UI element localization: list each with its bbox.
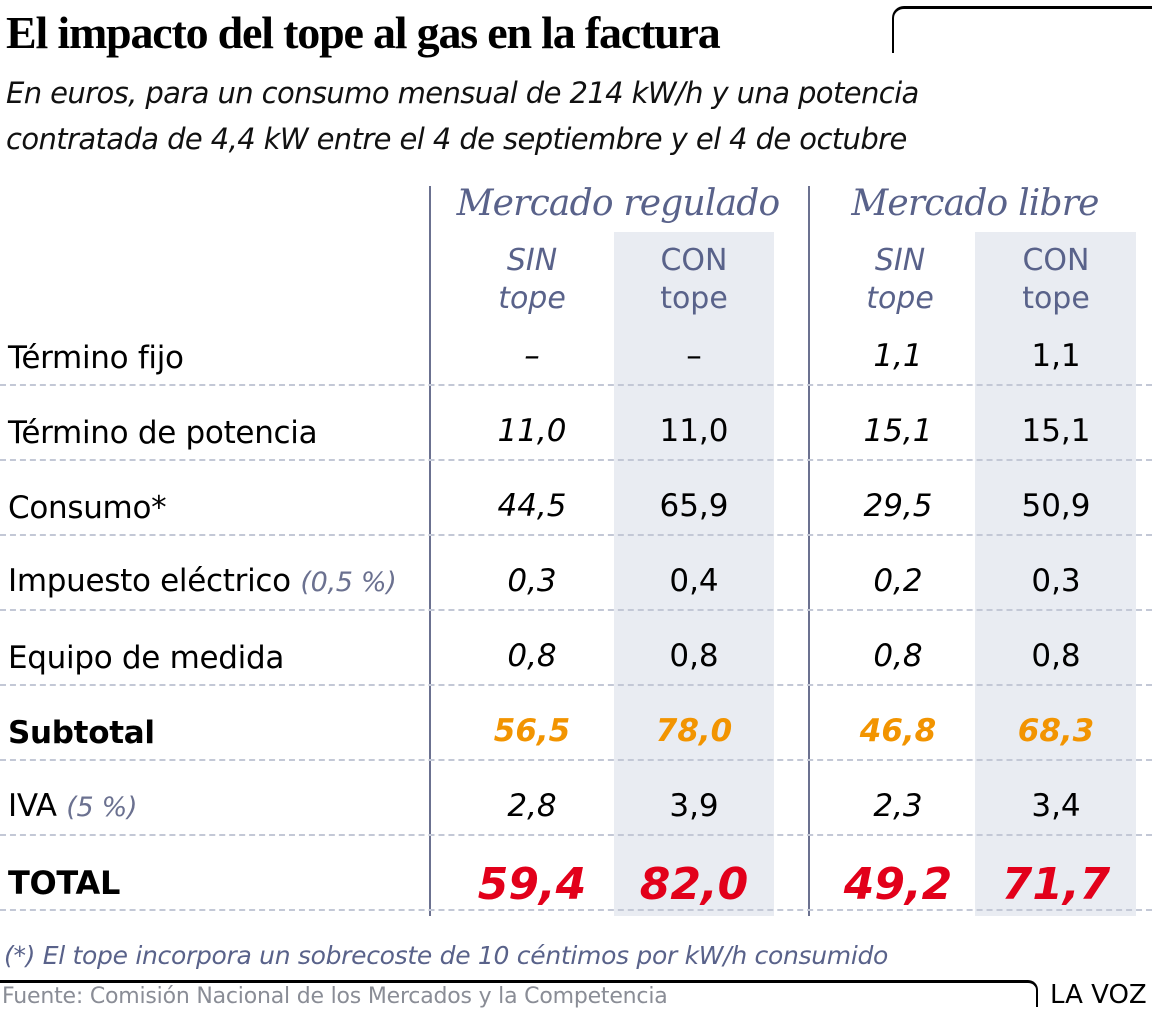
column-header-line: CON bbox=[660, 243, 728, 278]
column-header-line: CON bbox=[1022, 243, 1090, 278]
column-header-regulado-sin: SIN tope bbox=[462, 242, 602, 318]
group-separator-libre bbox=[808, 186, 810, 916]
row-divider bbox=[0, 834, 1152, 836]
column-header-regulado-con: CON tope bbox=[624, 242, 764, 318]
table-row: Consumo* 44,5 65,9 29,5 50,9 bbox=[0, 461, 1152, 536]
row-label-text: TOTAL bbox=[8, 864, 121, 902]
table-cell: 15,1 bbox=[1021, 413, 1091, 449]
row-label: IVA (5 %) bbox=[8, 782, 138, 832]
table-row: IVA (5 %) 2,8 3,9 2,3 3,4 bbox=[0, 761, 1152, 836]
table-cell: – bbox=[524, 338, 540, 374]
row-label: TOTAL bbox=[8, 859, 120, 907]
row-divider bbox=[0, 459, 1152, 461]
table-cell: 59,4 bbox=[477, 859, 587, 910]
row-divider bbox=[0, 384, 1152, 386]
table-cell: 29,5 bbox=[863, 488, 933, 524]
column-header-libre-con: CON tope bbox=[986, 242, 1126, 318]
footnote: (*) El tope incorpora un sobrecoste de 1… bbox=[4, 941, 889, 970]
row-label-text: IVA bbox=[8, 788, 57, 824]
table-cell: 44,5 bbox=[497, 488, 567, 524]
table-cell: 1,1 bbox=[873, 338, 923, 374]
row-divider bbox=[0, 609, 1152, 611]
column-header-line: tope bbox=[866, 281, 934, 316]
row-label-text: Subtotal bbox=[8, 715, 155, 751]
column-header-line: SIN bbox=[506, 243, 558, 278]
table-cell: – bbox=[686, 338, 702, 374]
table-cell: 71,7 bbox=[1001, 859, 1111, 910]
table-cell: 49,2 bbox=[843, 859, 953, 910]
source-frame-decoration bbox=[0, 980, 1038, 1007]
row-label-text: Consumo* bbox=[8, 490, 167, 526]
table-row: TOTAL 59,4 82,0 49,2 71,7 bbox=[0, 836, 1152, 911]
brand-logo: LA VOZ bbox=[1050, 980, 1147, 1010]
table-cell: 2,8 bbox=[507, 788, 557, 824]
table-cell: 11,0 bbox=[659, 413, 729, 449]
chart-title: El impacto del tope al gas en la factura bbox=[6, 7, 721, 58]
group-separator-regulado bbox=[429, 186, 431, 916]
table-cell: 0,8 bbox=[669, 638, 719, 674]
shaded-column-libre-con bbox=[975, 232, 1136, 916]
row-label-text: Término fijo bbox=[8, 340, 184, 376]
row-label-note: (5 %) bbox=[66, 792, 138, 823]
row-label: Término de potencia bbox=[8, 409, 318, 457]
shaded-column-regulado-con bbox=[614, 232, 774, 916]
table-cell: 2,3 bbox=[873, 788, 923, 824]
table-cell: 0,3 bbox=[507, 563, 557, 599]
row-label-note: (0,5 %) bbox=[300, 567, 397, 598]
row-divider bbox=[0, 759, 1152, 761]
column-header-line: SIN bbox=[874, 243, 926, 278]
table-row: Impuesto eléctrico (0,5 %) 0,3 0,4 0,2 0,3 bbox=[0, 536, 1152, 611]
table-cell: 0,8 bbox=[507, 638, 557, 674]
table-cell: 65,9 bbox=[659, 488, 729, 524]
table-cell: 3,9 bbox=[669, 788, 719, 824]
table-cell: 0,3 bbox=[1031, 563, 1081, 599]
table-cell: 1,1 bbox=[1031, 338, 1081, 374]
column-header-line: tope bbox=[660, 281, 728, 316]
table-row: Término de potencia 11,0 11,0 15,1 15,1 bbox=[0, 386, 1152, 461]
table-cell: 3,4 bbox=[1031, 788, 1081, 824]
table-cell: 0,4 bbox=[669, 563, 719, 599]
row-label: Término fijo bbox=[8, 334, 184, 382]
table-cell: 15,1 bbox=[863, 413, 933, 449]
title-frame-decoration bbox=[892, 6, 1152, 53]
column-header-line: tope bbox=[498, 281, 566, 316]
row-label: Consumo* bbox=[8, 484, 167, 532]
table-row: Equipo de medida 0,8 0,8 0,8 0,8 bbox=[0, 611, 1152, 686]
table-cell: 0,8 bbox=[1031, 638, 1081, 674]
row-divider bbox=[0, 534, 1152, 536]
table-cell: 68,3 bbox=[1017, 713, 1095, 749]
row-label-text: Impuesto eléctrico bbox=[8, 563, 291, 599]
group-header-libre: Mercado libre bbox=[851, 183, 1099, 224]
table-cell: 56,5 bbox=[493, 713, 571, 749]
table-cell: 11,0 bbox=[497, 413, 567, 449]
group-header-regulado: Mercado regulado bbox=[456, 183, 781, 224]
row-label: Subtotal bbox=[8, 709, 155, 757]
row-label: Equipo de medida bbox=[8, 634, 284, 682]
source-note: Fuente: Comisión Nacional de los Mercado… bbox=[2, 984, 668, 1009]
table-row: Subtotal 56,5 78,0 46,8 68,3 bbox=[0, 686, 1152, 761]
subtitle-line-1: En euros, para un consumo mensual de 214… bbox=[6, 76, 919, 110]
table-cell: 50,9 bbox=[1021, 488, 1091, 524]
table-cell: 0,2 bbox=[873, 563, 923, 599]
row-label-text: Equipo de medida bbox=[8, 640, 285, 676]
table-cell: 0,8 bbox=[873, 638, 923, 674]
row-label: Impuesto eléctrico (0,5 %) bbox=[8, 557, 397, 607]
table-cell: 78,0 bbox=[655, 713, 733, 749]
table-row: Término fijo – – 1,1 1,1 bbox=[0, 311, 1152, 386]
chart-subtitle: En euros, para un consumo mensual de 214… bbox=[6, 70, 919, 162]
row-divider bbox=[0, 684, 1152, 686]
table-cell: 82,0 bbox=[639, 859, 749, 910]
column-header-libre-sin: SIN tope bbox=[830, 242, 970, 318]
subtitle-line-2: contratada de 4,4 kW entre el 4 de septi… bbox=[6, 122, 907, 156]
row-divider bbox=[0, 909, 1152, 911]
table-cell: 46,8 bbox=[859, 713, 937, 749]
column-header-line: tope bbox=[1022, 281, 1090, 316]
row-label-text: Término de potencia bbox=[8, 415, 318, 451]
